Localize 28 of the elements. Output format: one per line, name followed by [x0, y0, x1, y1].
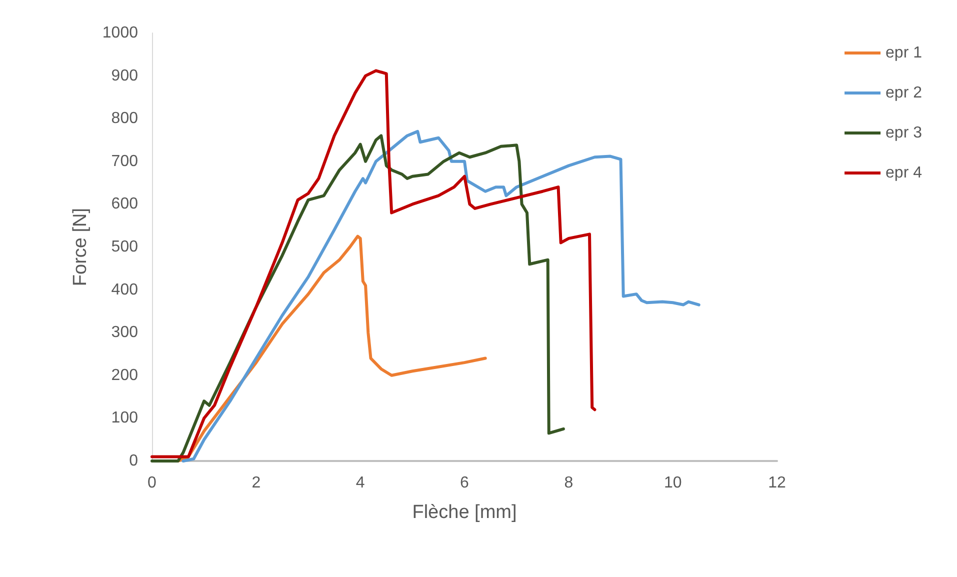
- y-tick-label: 1000: [102, 24, 138, 42]
- x-tick-label: 10: [664, 474, 682, 492]
- y-axis-title: Force [N]: [70, 208, 91, 286]
- x-tick-label: 12: [768, 474, 786, 492]
- legend-label: epr 4: [886, 164, 922, 182]
- line-series: [182, 130, 700, 462]
- y-tick-label: 400: [111, 281, 138, 298]
- y-tick-label: 600: [111, 196, 138, 213]
- line-series: [150, 134, 565, 462]
- legend-label: epr 2: [886, 84, 922, 102]
- line-series: [150, 69, 596, 458]
- y-tick-label: 300: [111, 324, 138, 342]
- x-tick-label: 6: [460, 474, 470, 492]
- line-series: [176, 234, 487, 462]
- legend-label: epr 1: [886, 44, 922, 62]
- x-tick-label: 4: [356, 474, 365, 492]
- y-tick-label: 900: [111, 67, 138, 84]
- y-tick-label: 700: [111, 152, 138, 170]
- y-tick-label: 0: [129, 452, 138, 470]
- legend-label: epr 3: [886, 124, 922, 142]
- x-axis-title: Flèche [mm]: [412, 502, 517, 523]
- x-tick-label: 0: [148, 474, 157, 492]
- y-tick-label: 500: [111, 238, 138, 256]
- x-tick-label: 8: [564, 474, 574, 492]
- y-tick-label: 100: [111, 410, 138, 427]
- y-tick-label: 200: [111, 366, 138, 384]
- x-tick-label: 2: [252, 474, 261, 492]
- y-tick-label: 800: [111, 110, 138, 128]
